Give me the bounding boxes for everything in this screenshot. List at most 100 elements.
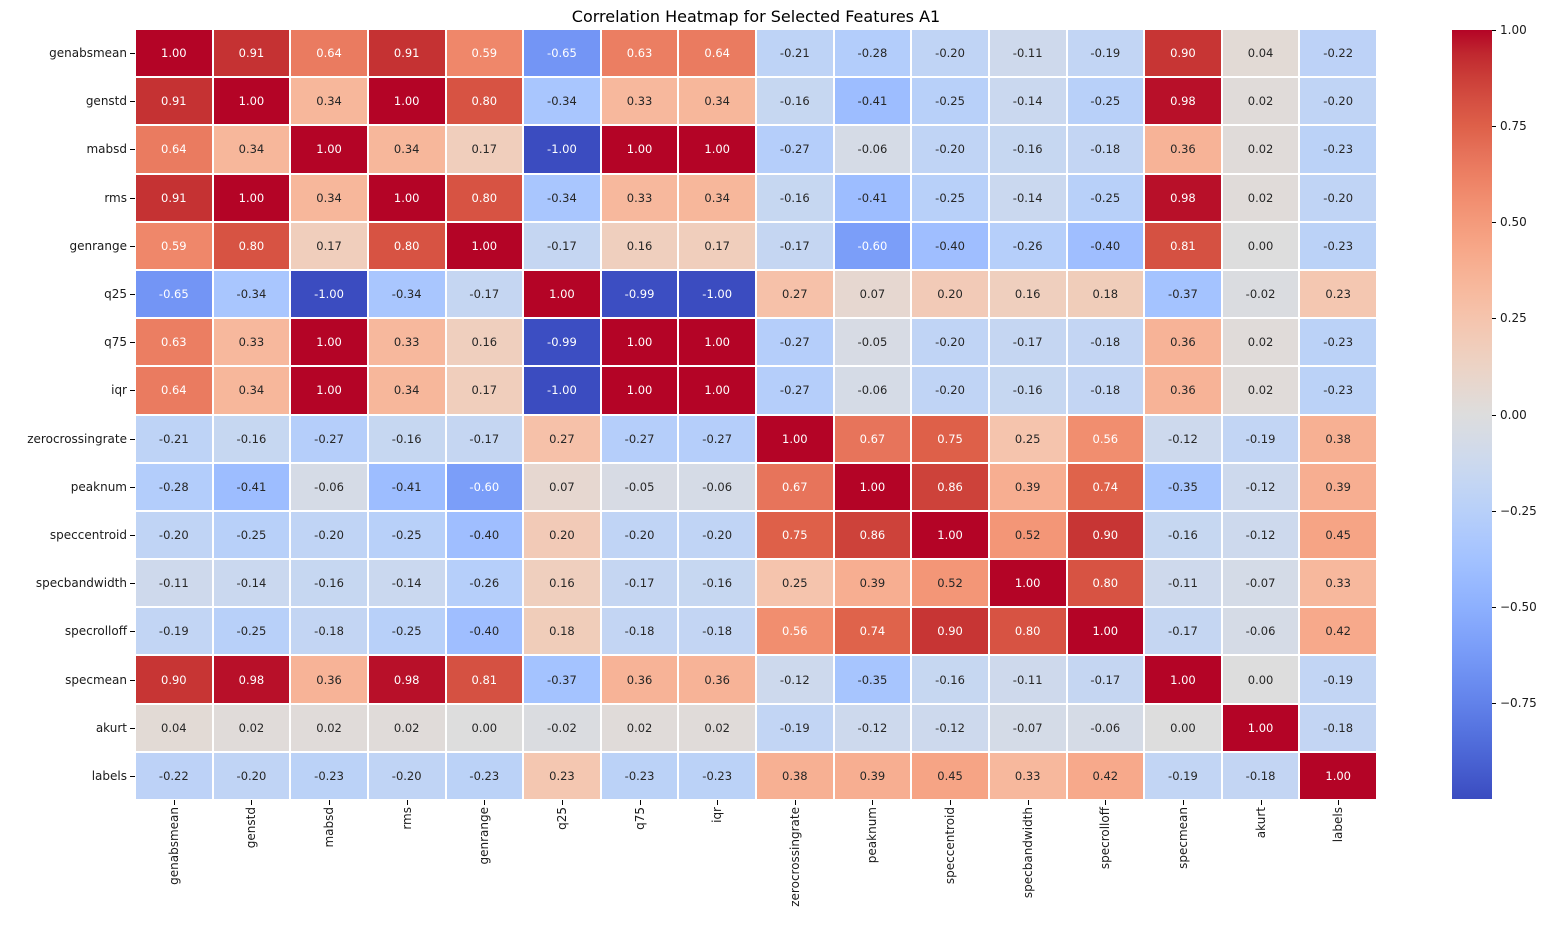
colorbar-tick-label: 0.50 <box>1500 215 1527 230</box>
heatmap-cell: -0.12 <box>1145 415 1221 462</box>
heatmap-cell: -0.25 <box>213 511 290 559</box>
heatmap-cell: -0.25 <box>368 608 445 655</box>
heatmap-cell: -0.11 <box>1145 560 1221 607</box>
heatmap-cell: -0.60 <box>446 463 523 510</box>
heatmap-cell: 0.36 <box>291 656 367 703</box>
heatmap-cell: -0.16 <box>368 415 445 462</box>
x-tick-label: q25 <box>554 807 569 830</box>
heatmap-cell: 0.80 <box>446 78 523 125</box>
heatmap-cell: -0.12 <box>912 704 988 751</box>
heatmap-cell: -0.41 <box>834 78 911 125</box>
heatmap-cell: 0.64 <box>136 367 212 414</box>
heatmap-cell: 0.00 <box>1145 704 1221 751</box>
x-tick-mark <box>717 800 719 805</box>
heatmap-cell: -0.18 <box>601 608 678 655</box>
heatmap-cell: 0.52 <box>989 511 1066 559</box>
heatmap-cell: 0.86 <box>834 511 911 559</box>
y-tick-label: specbandwidth <box>35 576 127 591</box>
heatmap-cell: -0.19 <box>1300 656 1376 703</box>
heatmap-cell: 1.00 <box>213 174 290 221</box>
heatmap-cell: -0.18 <box>1300 704 1376 751</box>
x-tick-mark <box>406 800 408 805</box>
heatmap-cell: -0.26 <box>989 222 1066 269</box>
heatmap-cell: 0.02 <box>1222 319 1299 366</box>
y-tick-label: genstd <box>85 94 127 109</box>
heatmap-cell: 0.16 <box>446 319 523 366</box>
heatmap-cell: 1.00 <box>679 367 755 414</box>
heatmap-cell: -0.16 <box>912 656 988 703</box>
heatmap-cell: -0.23 <box>1300 126 1376 173</box>
heatmap-cell: 0.67 <box>757 463 833 510</box>
heatmap-cell: -0.19 <box>1067 30 1144 77</box>
heatmap-cell: -0.18 <box>1067 126 1144 173</box>
x-tick-label: specmean <box>1175 807 1190 869</box>
heatmap-cell: 0.91 <box>136 174 212 221</box>
x-tick-mark <box>251 800 253 805</box>
heatmap-cell: 0.33 <box>989 752 1066 799</box>
heatmap-cell: 1.00 <box>368 174 445 221</box>
heatmap-cell: 0.07 <box>524 463 600 510</box>
heatmap-cell: -0.34 <box>368 270 445 318</box>
heatmap-cell: 0.59 <box>136 222 212 269</box>
x-tick-mark <box>1027 800 1029 805</box>
x-tick-mark <box>1338 800 1340 805</box>
heatmap-cell: -0.07 <box>989 704 1066 751</box>
colorbar-tick-label: 0.00 <box>1500 407 1527 422</box>
y-tick-label: labels <box>91 768 127 783</box>
heatmap-cell: 0.04 <box>136 704 212 751</box>
heatmap-cell: 0.34 <box>368 367 445 414</box>
heatmap-cell: 0.02 <box>1222 367 1299 414</box>
heatmap-cell: 0.39 <box>834 752 911 799</box>
x-tick-label: akurt <box>1253 807 1268 839</box>
heatmap-cell: -0.20 <box>912 30 988 77</box>
heatmap-cell: 0.80 <box>989 608 1066 655</box>
y-tick-mark <box>130 101 135 103</box>
heatmap-cell: -0.26 <box>446 560 523 607</box>
heatmap-cell: -0.27 <box>679 415 755 462</box>
heatmap-cell: -0.40 <box>1067 222 1144 269</box>
heatmap-cell: -0.23 <box>601 752 678 799</box>
heatmap-cell: -0.35 <box>834 656 911 703</box>
heatmap-cell: 0.38 <box>757 752 833 799</box>
colorbar-tick-mark <box>1492 222 1496 224</box>
heatmap-cell: -0.27 <box>291 415 367 462</box>
heatmap-cell: -0.28 <box>834 30 911 77</box>
x-tick-label: genrange <box>477 807 492 865</box>
colorbar-tick-mark <box>1492 606 1496 608</box>
heatmap-cell: 1.00 <box>834 463 911 510</box>
heatmap-cell: -0.37 <box>524 656 600 703</box>
heatmap-cell: -0.17 <box>601 560 678 607</box>
heatmap-cell: 1.00 <box>291 319 367 366</box>
heatmap-cell: 0.36 <box>679 656 755 703</box>
heatmap-cell: 1.00 <box>1300 752 1376 799</box>
heatmap-cell: 0.91 <box>368 30 445 77</box>
heatmap-cell: -0.99 <box>524 319 600 366</box>
heatmap-cell: 0.25 <box>989 415 1066 462</box>
heatmap-cell: -0.27 <box>757 126 833 173</box>
heatmap-cell: -0.37 <box>1145 270 1221 318</box>
heatmap-cell: -0.14 <box>989 174 1066 221</box>
heatmap-cell: -0.41 <box>368 463 445 510</box>
x-tick-label: genabsmean <box>166 807 181 885</box>
heatmap-cell: -0.07 <box>1222 560 1299 607</box>
heatmap-cell: -0.25 <box>1067 174 1144 221</box>
heatmap-cell: 0.02 <box>368 704 445 751</box>
heatmap-cell: 0.25 <box>757 560 833 607</box>
heatmap-cell: -0.25 <box>912 174 988 221</box>
y-tick-label: akurt <box>95 720 127 735</box>
heatmap-cell: -0.20 <box>136 511 212 559</box>
heatmap-cell: 0.34 <box>291 78 367 125</box>
y-tick-mark <box>130 583 135 585</box>
heatmap-cell: 0.00 <box>446 704 523 751</box>
heatmap-cell: -1.00 <box>524 367 600 414</box>
y-tick-mark <box>130 438 135 440</box>
colorbar-tick-mark <box>1492 318 1496 320</box>
heatmap-cell: -0.14 <box>989 78 1066 125</box>
heatmap-cell: -0.25 <box>368 511 445 559</box>
heatmap-cell: 0.27 <box>757 270 833 318</box>
x-tick-mark <box>950 800 952 805</box>
heatmap-cell: -0.35 <box>1145 463 1221 510</box>
heatmap-cell: 0.80 <box>213 222 290 269</box>
heatmap-cell: -0.19 <box>757 704 833 751</box>
y-tick-mark <box>130 342 135 344</box>
